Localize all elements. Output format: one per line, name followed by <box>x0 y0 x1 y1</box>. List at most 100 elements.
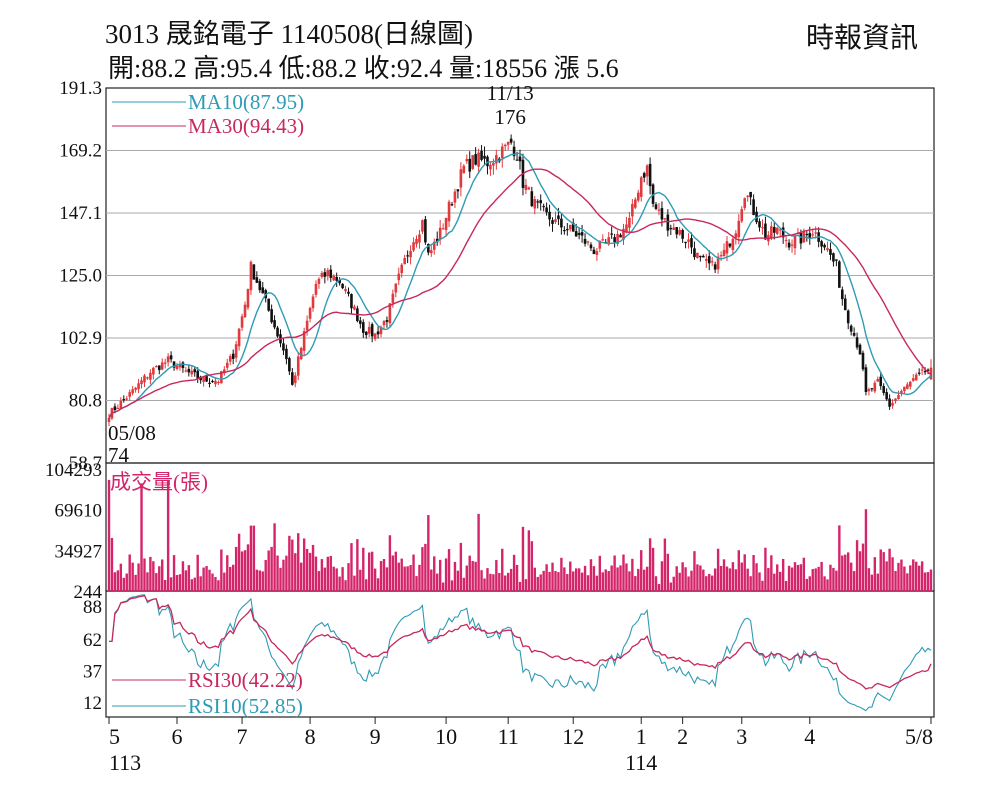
volume-bar <box>365 579 368 591</box>
volume-bar <box>631 558 634 591</box>
volume-bar <box>719 566 723 591</box>
candle-body <box>429 250 433 254</box>
ma30-line <box>108 168 932 419</box>
candle-body <box>699 255 702 258</box>
candle-body <box>710 261 714 263</box>
candle-body <box>574 231 578 237</box>
candle-body <box>906 384 909 389</box>
volume-bar <box>737 550 741 591</box>
candle-body <box>707 256 711 264</box>
candle-body <box>326 270 330 277</box>
candle-body <box>746 195 749 197</box>
volume-bar <box>746 568 749 591</box>
volume-bar <box>385 567 389 591</box>
volume-bar <box>681 562 684 591</box>
candle-body <box>666 214 670 231</box>
volume-bar <box>400 558 403 591</box>
candle-body <box>716 256 720 270</box>
volume-bar <box>557 572 560 591</box>
candle-body <box>551 220 554 224</box>
volume-bar <box>341 567 344 591</box>
volume-bar <box>917 565 921 591</box>
candle-body <box>722 249 726 257</box>
candle-body <box>382 321 386 326</box>
volume-bar <box>149 556 152 591</box>
volume-bar <box>161 559 164 591</box>
candle-body <box>858 344 862 355</box>
candle-body <box>864 367 868 392</box>
volume-bar <box>642 569 646 591</box>
volume-bar <box>900 559 903 591</box>
candle-body <box>163 362 167 364</box>
high-annotation: 11/13 <box>487 81 534 105</box>
candle-body <box>577 232 581 235</box>
volume-bar <box>498 572 501 591</box>
volume-bar <box>740 562 743 591</box>
candle-body <box>542 205 545 208</box>
candle-body <box>678 229 681 235</box>
candle-body <box>838 261 841 288</box>
candle-body <box>713 264 717 270</box>
candle-body <box>107 417 111 423</box>
volume-bar <box>811 569 814 591</box>
volume-bar <box>504 575 507 591</box>
volume-bar <box>829 564 832 591</box>
candle-body <box>923 371 927 373</box>
volume-bar <box>852 571 856 591</box>
rsi-tick-label: 88 <box>83 597 102 618</box>
candle-body <box>267 298 270 311</box>
volume-bar <box>796 564 800 591</box>
volume-bar <box>574 568 578 591</box>
volume-bar <box>915 561 918 591</box>
candle-body <box>539 200 542 204</box>
candle-body <box>849 325 853 332</box>
candle-body <box>249 261 253 291</box>
candle-body <box>790 244 794 246</box>
volume-bar <box>128 554 131 591</box>
volume-bar <box>906 573 909 591</box>
price-tick-label: 58.7 <box>69 453 102 474</box>
volume-bar <box>338 576 341 591</box>
candle-body <box>350 294 353 309</box>
volume-bar <box>450 580 454 591</box>
candle-body <box>675 227 679 235</box>
candle-body <box>613 237 616 243</box>
volume-bar <box>849 562 853 591</box>
volume-bar <box>468 555 471 591</box>
candle-body <box>846 310 850 324</box>
candle-body <box>589 244 593 249</box>
volume-bar <box>761 580 764 591</box>
volume-bar <box>619 565 622 591</box>
volume-bar <box>595 575 599 591</box>
volume-bar <box>234 546 238 591</box>
candle-body <box>775 227 779 234</box>
volume-bar <box>447 549 451 591</box>
candle-body <box>474 154 477 165</box>
volume-bar <box>802 557 806 591</box>
volume-bar <box>370 551 374 591</box>
volume-bar <box>870 574 874 591</box>
candle-body <box>737 220 741 238</box>
volume-bar <box>134 574 137 591</box>
volume-bar <box>826 579 829 591</box>
candle-body <box>882 386 885 393</box>
candle-body <box>634 199 637 208</box>
volume-bar <box>841 555 844 591</box>
candle-body <box>781 227 785 238</box>
volume-bar <box>660 561 664 591</box>
volume-bar <box>279 567 282 591</box>
volume-bar <box>302 538 306 591</box>
candle-body <box>568 224 572 230</box>
candle-body <box>663 218 667 220</box>
candle-body <box>719 255 723 257</box>
candle-body <box>406 255 409 257</box>
volume-bar <box>299 562 303 591</box>
rsi-legend-label: RSI10(52.85) <box>188 694 303 718</box>
candle-body <box>329 269 333 278</box>
candle-body <box>843 298 847 311</box>
volume-bar <box>486 568 489 591</box>
rsi-tick-label: 62 <box>83 630 102 651</box>
candle-body <box>876 378 880 382</box>
volume-bar <box>734 569 738 591</box>
candle-body <box>367 326 371 334</box>
